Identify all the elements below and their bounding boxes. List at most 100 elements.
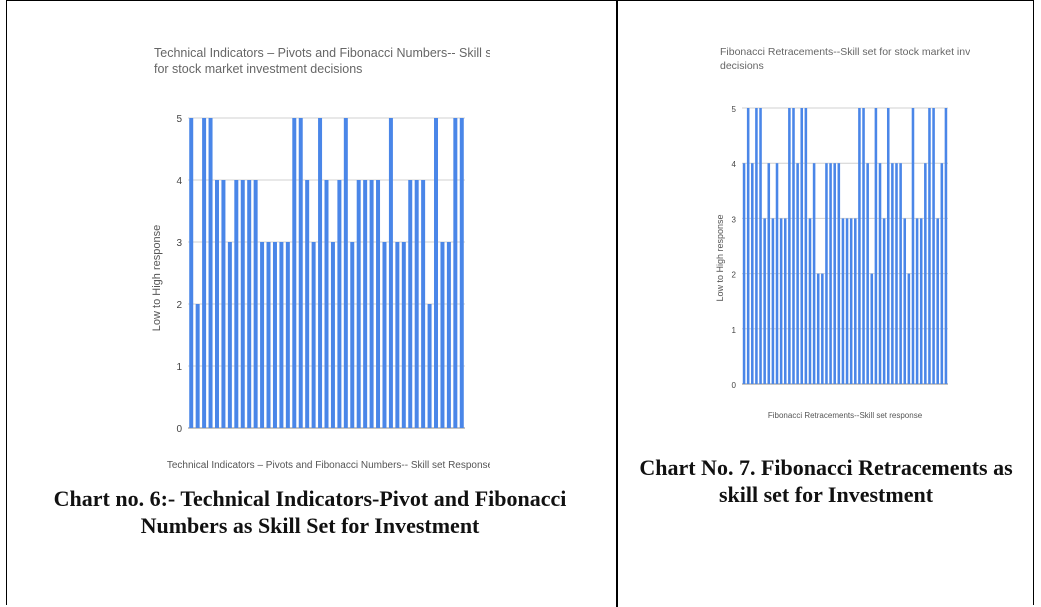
c6-bar — [311, 242, 316, 428]
c7-bar — [849, 218, 853, 384]
c6-bar — [337, 180, 342, 428]
column-divider — [616, 0, 618, 607]
c6-bar — [408, 180, 413, 428]
table-frame — [6, 0, 1034, 605]
c7-bar — [878, 163, 882, 384]
c6-bar — [318, 118, 323, 428]
c7-bar — [841, 218, 845, 384]
c6-bar — [376, 180, 381, 428]
c7-bar — [788, 108, 791, 384]
c6-bar — [330, 242, 335, 428]
c7-bar — [800, 108, 804, 384]
chart-6-caption: Chart no. 6:- Technical Indicators-Pivot… — [53, 486, 567, 538]
c7-bar — [854, 218, 857, 384]
chart-6: Technical Indicators – Pivots and Fibona… — [151, 46, 490, 471]
c7-bar — [895, 163, 898, 384]
c7-bar — [837, 163, 841, 384]
c6-bar — [324, 180, 329, 428]
c7-bar — [944, 108, 948, 384]
c7-bar — [767, 163, 771, 384]
c6-y-tick-label: 0 — [176, 424, 182, 435]
c6-y-tick-label: 2 — [176, 300, 182, 311]
c6-bar — [266, 242, 271, 428]
c7-bar — [792, 108, 795, 384]
c7-bar — [919, 218, 923, 384]
c7-bar — [891, 163, 894, 384]
c6-bar — [292, 118, 297, 428]
c6-y-tick-label: 1 — [176, 362, 182, 373]
c7-bar — [812, 163, 816, 384]
c7-bar — [833, 163, 836, 384]
c6-bar — [234, 180, 239, 428]
chart-7: Fibonacci Retracements--Skill set for st… — [715, 46, 970, 420]
c6-bar — [240, 180, 245, 428]
c6-bar — [208, 118, 213, 428]
c6-bar — [247, 180, 252, 428]
c7-bar — [763, 218, 766, 384]
chart-6-x-axis-label: Technical Indicators – Pivots and Fibona… — [167, 460, 490, 471]
c7-bar — [870, 273, 874, 384]
c7-bar — [755, 108, 758, 384]
c7-bar — [903, 218, 907, 384]
c7-bar — [821, 273, 824, 384]
c7-bar — [862, 108, 865, 384]
c6-bar — [388, 118, 393, 428]
c7-bar — [759, 108, 762, 384]
c6-bar — [369, 180, 374, 428]
c6-bar — [446, 242, 451, 428]
c7-bar — [783, 218, 787, 384]
c7-bar — [907, 273, 911, 384]
c7-bar — [804, 108, 808, 384]
c6-bar — [440, 242, 445, 428]
c7-bar — [886, 108, 890, 384]
c6-bar — [459, 118, 464, 428]
c6-bar — [202, 118, 207, 428]
c6-bar — [298, 118, 303, 428]
c6-bar — [272, 242, 277, 428]
c6-bar — [260, 242, 265, 428]
c6-bar — [382, 242, 387, 428]
c6-bar — [214, 180, 219, 428]
c7-bar — [746, 108, 750, 384]
c6-bar — [363, 180, 368, 428]
c6-bar — [356, 180, 361, 428]
c6-bar — [395, 242, 400, 428]
c7-bar — [796, 163, 799, 384]
c7-bar — [932, 108, 935, 384]
c7-y-tick-label: 3 — [732, 215, 737, 224]
c6-bar — [221, 180, 226, 428]
c7-bar — [924, 163, 927, 384]
c7-y-tick-label: 2 — [732, 271, 737, 280]
c7-bar — [899, 163, 902, 384]
c7-y-tick-label: 1 — [732, 326, 737, 335]
c7-bar — [775, 163, 779, 384]
c7-bar — [742, 163, 746, 384]
c6-bar — [253, 180, 258, 428]
c7-bar — [936, 218, 939, 384]
chart-7-x-axis-label: Fibonacci Retracements--Skill set respon… — [768, 411, 923, 420]
c7-bar — [816, 273, 820, 384]
c7-bar — [882, 218, 886, 384]
c6-bar — [401, 242, 406, 428]
c6-bar — [427, 304, 432, 428]
c7-bar — [771, 218, 775, 384]
c7-bar — [829, 163, 832, 384]
c6-bar — [453, 118, 458, 428]
chart-7-title-line-2: decisions — [720, 60, 764, 72]
c7-y-tick-label: 5 — [732, 105, 737, 114]
c7-bar — [866, 163, 869, 384]
c7-bar — [845, 218, 849, 384]
chart-6-title-line-2: for stock market investment decisions — [154, 62, 362, 76]
c7-bar — [825, 163, 828, 384]
c7-bar — [911, 108, 915, 384]
c6-y-tick-label: 4 — [176, 176, 182, 187]
c6-bar — [414, 180, 419, 428]
c7-bar — [779, 218, 783, 384]
c6-bar — [195, 304, 200, 428]
c7-bar — [751, 163, 754, 384]
c6-bar — [279, 242, 284, 428]
c6-bar — [285, 242, 290, 428]
c7-bar — [928, 108, 931, 384]
c6-bar — [343, 118, 348, 428]
c7-bar — [858, 108, 861, 384]
